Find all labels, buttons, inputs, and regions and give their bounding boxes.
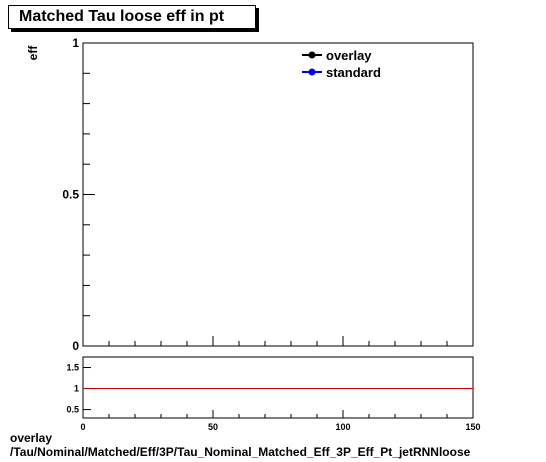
ratio-y-tick-label: 0.5	[66, 405, 79, 415]
x-tick-label: 150	[465, 422, 480, 432]
legend-marker	[308, 68, 316, 76]
y-tick-label: 0	[72, 339, 79, 353]
legend-label: standard	[326, 65, 381, 80]
chart-title-box: Matched Tau loose eff in pt	[8, 5, 256, 29]
ratio-plot-frame	[82, 356, 474, 419]
legend-label: overlay	[326, 48, 372, 63]
main-plot-frame	[82, 42, 474, 347]
footer-line-2: /Tau/Nominal/Matched/Eff/3P/Tau_Nominal_…	[10, 445, 471, 459]
x-tick-label: 50	[208, 422, 218, 432]
ratio-y-tick-label: 1.5	[66, 363, 79, 373]
y-axis-label: eff	[26, 45, 40, 61]
chart-title: Matched Tau loose eff in pt	[19, 8, 225, 25]
ratio-y-tick-label: 1	[74, 384, 79, 394]
y-tick-label: 0.5	[62, 188, 79, 202]
x-tick-label: 100	[335, 422, 350, 432]
footer-line-1: overlay	[10, 431, 53, 445]
legend-marker	[308, 51, 316, 59]
y-tick-label: 1	[72, 36, 79, 50]
x-tick-label: 0	[80, 422, 85, 432]
